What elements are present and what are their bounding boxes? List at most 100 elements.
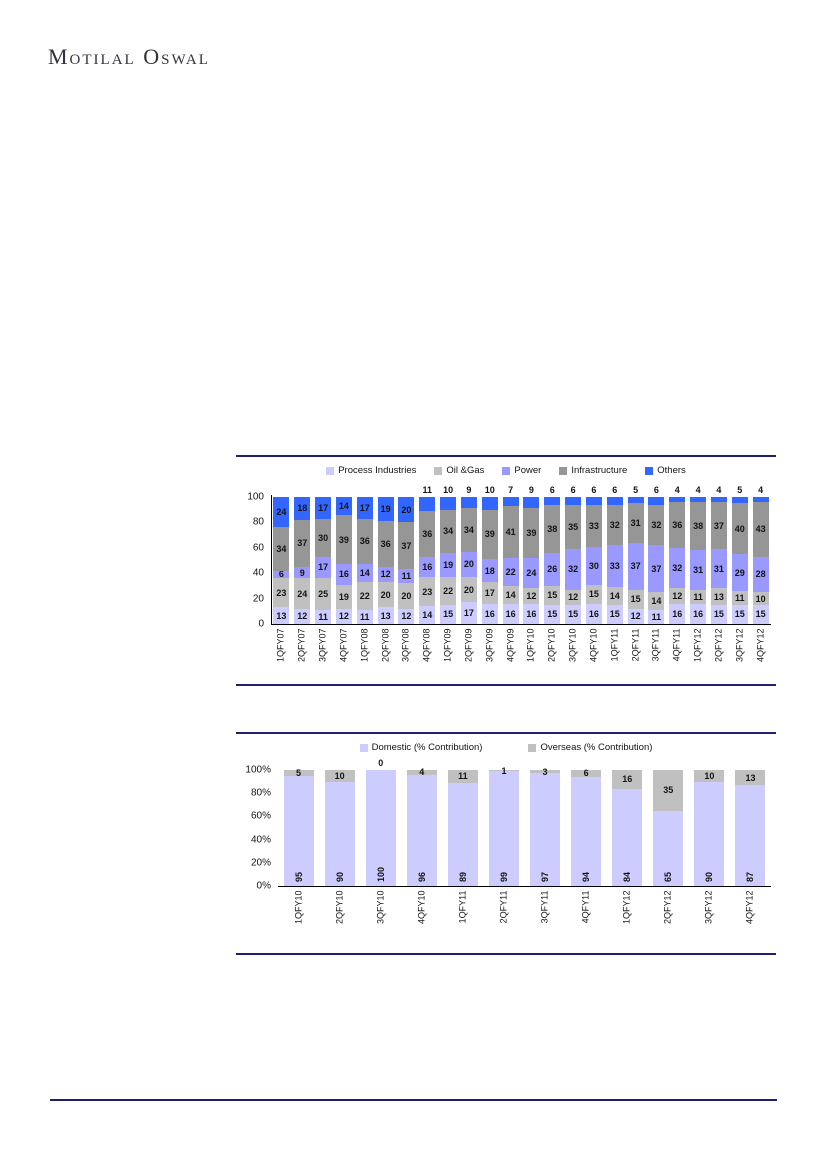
bar-value-label: 30 <box>318 532 329 543</box>
bar-value-label: 11 <box>693 591 703 602</box>
bar-segment-process-industries <box>710 604 727 624</box>
bar-value-label: 11 <box>359 612 370 622</box>
x-axis-tick-label: 1QFY09 <box>442 628 453 662</box>
y-axis-tick-label: 100% <box>245 764 271 776</box>
bar-segment-oil-gas <box>523 588 540 604</box>
bar-value-label: 15 <box>734 609 745 620</box>
bar-value-label: 90 <box>334 871 345 882</box>
bar-value-label: 17 <box>318 502 329 513</box>
bar-value-label: 100 <box>375 866 386 882</box>
bar-value-label: 17 <box>484 587 495 598</box>
bar-segment-others <box>481 497 498 510</box>
bar-value-label: 33 <box>588 520 599 531</box>
bar-segment-others <box>710 497 727 503</box>
legend-swatch-icon <box>359 743 368 752</box>
bar-segment-power <box>710 549 727 589</box>
bar-segment-infrastructure <box>627 503 644 543</box>
x-axis-tick-label: 4QFY07 <box>338 628 349 662</box>
bar-segment-power <box>627 542 644 590</box>
bar-segment-process-industries <box>294 608 311 624</box>
x-axis-tick-label: 4QFY10 <box>588 628 599 662</box>
x-axis-tick-label: 3QFY10 <box>567 628 578 662</box>
bar-segment-oil-gas <box>335 584 352 609</box>
bar-value-label: 4 <box>695 485 701 495</box>
bar-value-label: 15 <box>630 594 641 605</box>
bar-segment-power <box>460 551 477 577</box>
x-axis-tick-label: 4QFY08 <box>421 628 432 662</box>
bar-value-label: 19 <box>338 591 349 602</box>
bar-value-label: 4 <box>419 767 425 778</box>
bar-segment-overseas-contribution <box>406 770 437 775</box>
y-axis-tick-label: 20% <box>250 857 271 869</box>
bar-segment-others <box>585 497 602 505</box>
bar-value-label: 6 <box>549 485 555 495</box>
bar-value-label: 87 <box>745 871 756 882</box>
bar-segment-infrastructure <box>273 527 290 571</box>
bar-segment-others <box>731 497 748 504</box>
bar-segment-oil-gas <box>731 590 748 605</box>
bar-segment-others <box>440 497 457 510</box>
bar-segment-power <box>606 545 623 588</box>
legend-swatch-icon <box>502 466 511 475</box>
y-axis-tick-label: 20 <box>252 593 264 605</box>
bar-value-label: 16 <box>622 774 633 785</box>
bar-segment-process-industries <box>544 604 561 624</box>
x-axis-tick-label: 1QFY11 <box>457 890 468 923</box>
x-axis-tick-label: 1QFY07 <box>275 628 286 662</box>
y-axis-tick-label: 40 <box>252 567 264 579</box>
y-axis-tick-label: 0 <box>258 618 264 630</box>
legend-item-power: Power <box>502 465 541 476</box>
bar-value-label: 15 <box>713 609 724 620</box>
bar-segment-overseas-contribution <box>653 770 684 811</box>
bar-value-label: 20 <box>380 589 391 600</box>
bar-segment-overseas-contribution <box>488 770 519 772</box>
bar-segment-oil-gas <box>502 585 519 604</box>
bar-value-label: 95 <box>293 871 304 882</box>
x-axis-tick-label: 4QFY09 <box>505 628 516 662</box>
bar-segment-process-industries <box>523 603 540 624</box>
bar-segment-power <box>648 545 665 593</box>
bar-segment-infrastructure <box>710 502 727 550</box>
bar-value-label: 10 <box>704 770 715 781</box>
bar-value-label: 23 <box>422 586 433 597</box>
bar-value-label: 25 <box>318 589 329 600</box>
x-axis-tick-label: 2QFY10 <box>334 890 345 924</box>
bar-segment-process-industries <box>669 603 686 624</box>
bar-value-label: 22 <box>359 591 370 602</box>
bar-value-label: 15 <box>755 609 766 620</box>
bar-value-label: 37 <box>401 540 412 551</box>
x-axis-tick-label: 1QFY12 <box>692 628 703 662</box>
bar-value-label: 34 <box>463 525 474 536</box>
bar-segment-overseas-contribution <box>694 770 725 782</box>
bar-segment-others <box>398 497 415 523</box>
y-axis-tick-label: 80% <box>250 787 271 799</box>
bar-segment-oil-gas <box>273 578 290 608</box>
bar-segment-infrastructure <box>752 502 769 557</box>
bar-value-label: 12 <box>297 611 308 622</box>
bar-segment-infrastructure <box>356 518 373 565</box>
brand-logo: Motilal Oswal <box>48 44 210 69</box>
bar-value-label: 31 <box>713 563 724 574</box>
bar-segment-power <box>335 564 352 585</box>
bar-value-label: 16 <box>484 608 495 619</box>
bar-segment-infrastructure <box>460 508 477 552</box>
bar-segment-process-industries <box>335 608 352 624</box>
bar-segment-power <box>481 559 498 583</box>
bar-segment-process-industries <box>565 604 582 624</box>
bar-segment-infrastructure <box>502 505 519 558</box>
bar-value-label: 16 <box>505 608 516 619</box>
bar-value-label: 11 <box>734 592 745 603</box>
bar-segment-process-industries <box>648 610 665 624</box>
legend-item-others: Others <box>645 465 686 476</box>
bar-value-label: 32 <box>672 563 683 574</box>
bar-value-label: 4 <box>758 485 764 495</box>
bar-segment-infrastructure <box>731 503 748 555</box>
bar-value-label: 30 <box>588 560 599 571</box>
bar-value-label: 84 <box>622 871 633 882</box>
bar-value-label: 39 <box>338 534 349 545</box>
bar-value-label: 15 <box>568 609 579 620</box>
bar-value-label: 17 <box>463 608 474 619</box>
y-axis-tick-label: 60 <box>252 542 264 554</box>
x-axis-tick-label: 2QFY07 <box>296 628 307 662</box>
